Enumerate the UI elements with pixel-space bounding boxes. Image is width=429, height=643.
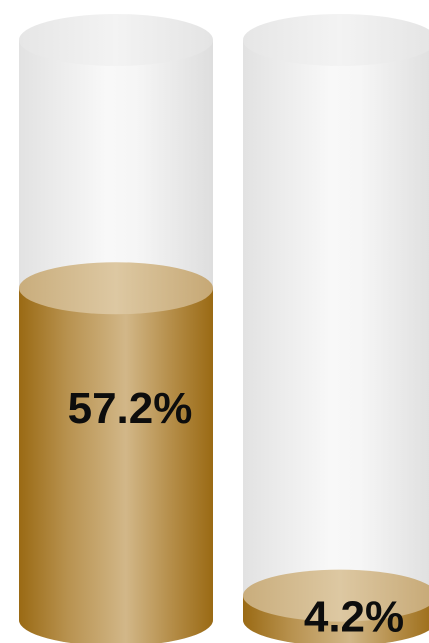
cylinder-2: 4.2% (243, 14, 429, 643)
cylinder-2-glass-top (243, 14, 429, 66)
cylinder-1-value-label: 57.2% (68, 384, 193, 433)
cylinder-1-glass-top (19, 14, 213, 66)
cylinder-1-fill-top (19, 262, 213, 315)
cylinder-1-fill (19, 288, 213, 643)
cylinder-2-value-label: 4.2% (304, 593, 404, 642)
cylinder-1: 57.2% (19, 14, 213, 643)
cylinder-2-glass (243, 40, 429, 643)
cylinder-2-fill-top (243, 569, 429, 622)
